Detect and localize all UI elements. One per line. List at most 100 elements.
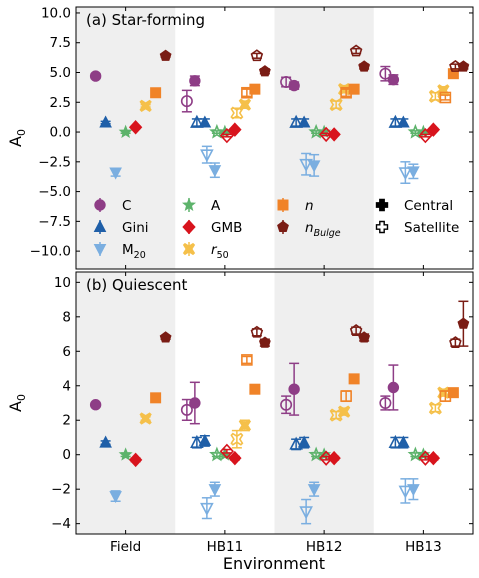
x-cross-icon [182,242,196,256]
y-tick-label: −5.0 [38,184,71,200]
legend-label: nBulge [305,220,341,239]
data-point-gini-hb11-central [198,433,212,447]
data-point-r50-field-all [139,99,152,112]
x-cross-marker [428,89,442,103]
pentagon-marker [349,324,363,336]
panel-quiescent: −4 −2 0 2 4 6 8 10 Field HB11 HB12 HB13 (b) Quiescen… [6,271,474,555]
triangle-up-marker [397,435,410,448]
legend-item-gmb: GMB [182,219,242,236]
diamond-marker [219,127,234,144]
panel-title: (b) Quiescent [86,276,188,294]
data-point-gini-hb12-satellite [289,436,303,451]
data-point-gmb-hb12-satellite [319,126,334,143]
star-icon [181,197,197,211]
data-point-a-hb13-satellite [407,123,424,139]
data-point-nbulge-hb13-central [457,300,470,347]
legend-label: Satellite [404,220,459,236]
pentagon-marker [159,49,172,61]
star-marker [407,123,424,139]
diamond-marker [319,126,334,143]
data-point-n-hb12-satellite [340,390,352,403]
triangle-up-marker [198,115,212,128]
x-tick-label: HB12 [306,539,343,555]
data-point-c-hb11-satellite [180,89,193,113]
pentagon-marker [449,59,462,72]
square-marker [439,390,452,402]
data-point-n-hb11-satellite [241,354,253,366]
square-marker [241,86,253,99]
data-point-a-hb12-satellite [308,446,324,462]
data-point-m20-hb11-satellite [200,497,214,520]
data-point-n-hb12-central [348,373,360,385]
y-tick-label: −7.5 [38,214,71,230]
triangle-up-marker [297,435,311,448]
y-axis-label: A0 [6,394,28,412]
x-cross-marker [230,432,244,446]
data-point-c-hb12-central [288,362,300,416]
data-point-gini-hb13-satellite [388,434,403,449]
data-point-gini-hb11-central [198,115,212,128]
y-tick-label: 4 [62,378,71,394]
legend: C Gini M20 A GMB r50 n nBulge Central Satellite [93,197,459,261]
data-point-n-hb11-satellite [241,86,253,99]
data-point-n-hb12-satellite [340,86,352,99]
data-point-c-hb13-satellite [379,65,392,82]
legend-item-n: n [277,198,314,214]
data-point-r50-hb12-satellite [329,408,343,422]
data-point-nbulge-field-all [159,49,172,61]
triangle-down-marker [398,485,413,499]
legend-label: Gini [122,220,149,236]
circle-icon [94,199,106,211]
square-icon [277,199,289,211]
square-marker [340,390,352,402]
circle-marker [89,70,102,82]
x-cross-marker [329,408,343,422]
y-tick-label: 10 [54,275,71,291]
panel-star-forming: −10.0 −7.5 −5.0 −2.5 0.0 2.5 5.0 7.5 10.0 (a) Sta… [6,5,474,270]
triangle-up-marker [99,115,112,128]
circle-marker [180,95,193,108]
data-point-r50-hb13-central [437,386,450,399]
legend-item-central: Central [375,198,453,214]
legend-label: r50 [211,242,229,261]
data-point-gmb-hb12-satellite [319,450,334,466]
star-marker [118,124,133,139]
pentagon-marker [159,331,172,343]
data-point-m20-hb13-satellite [398,161,413,185]
legend-item-m20: M20 [93,242,146,261]
pentagon-marker [258,65,271,77]
data-point-nbulge-hb12-central [358,60,371,72]
triangle-up-marker [198,433,212,446]
data-point-m20-hb13-satellite [398,478,413,504]
legend-label: Central [404,198,453,214]
data-point-m20-hb12-central [307,481,321,497]
y-tick-label: 0.0 [50,125,71,141]
data-point-c-field-all [89,399,102,411]
data-point-gmb-hb11-central [228,122,242,137]
legend-item-c: C [94,198,131,214]
diamond-marker [128,452,143,468]
data-point-gini-hb13-central [397,435,410,449]
y-tick-label: 2.5 [50,95,71,111]
data-point-m20-hb12-satellite [299,498,313,525]
data-point-c-hb12-satellite [280,76,293,89]
square-marker [447,387,459,399]
data-point-nbulge-hb12-central [358,331,371,343]
triangle-up-marker [289,436,303,450]
data-point-n-hb13-satellite [439,390,452,403]
circle-marker [280,398,293,411]
data-point-r50-hb12-satellite [329,98,343,112]
pentagon-marker [449,336,462,349]
diamond-marker [426,450,441,466]
data-point-n-hb13-central [447,68,459,80]
star-marker [308,446,324,462]
data-point-a-field-all [118,447,133,461]
axes-frame [75,271,474,535]
pentagon-marker [250,325,264,338]
triangle-up-marker [297,115,311,128]
data-point-gini-hb11-satellite [190,434,204,449]
star-marker [308,123,324,139]
legend-item-satellite: Satellite [375,220,459,236]
data-point-gini-hb12-satellite [289,114,303,128]
pentagon-marker [250,49,264,62]
